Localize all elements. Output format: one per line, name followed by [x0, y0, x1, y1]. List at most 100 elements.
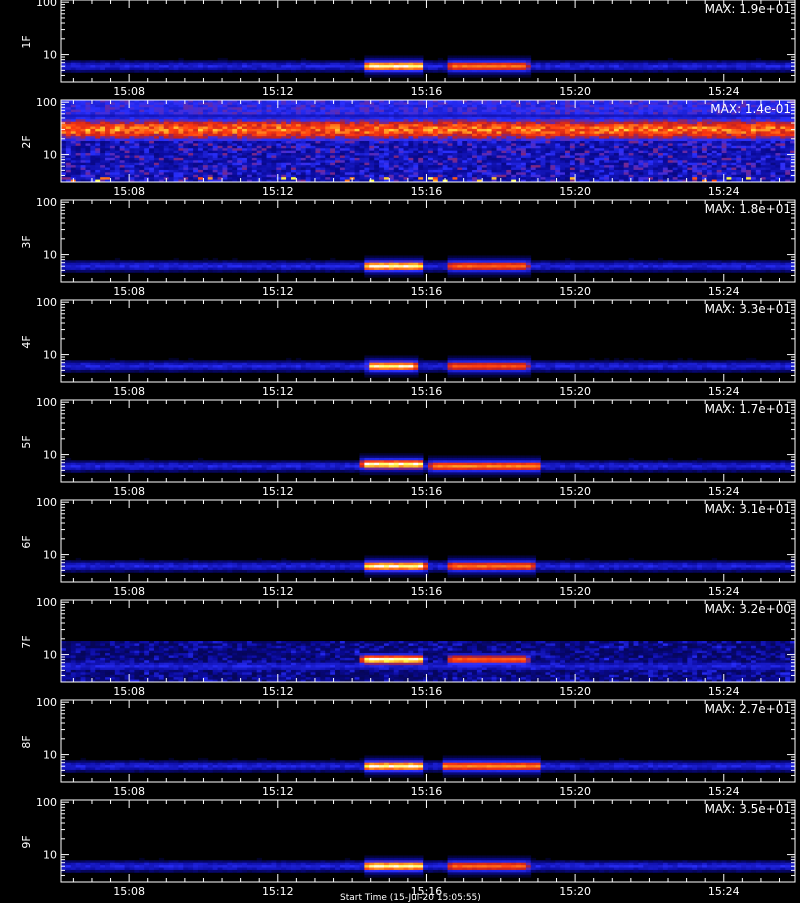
- heatmap-cell: [761, 60, 766, 63]
- heatmap-cell: [100, 177, 105, 180]
- heatmap-cell: [232, 136, 237, 139]
- heatmap-cell: [467, 114, 472, 117]
- heatmap-cell: [105, 65, 110, 68]
- heatmap-cell: [139, 172, 144, 175]
- heatmap-cell: [169, 153, 174, 156]
- heatmap-cell: [281, 165, 286, 168]
- heatmap-cell: [267, 155, 272, 158]
- heatmap-cell: [560, 146, 565, 149]
- heatmap-cell: [315, 175, 320, 178]
- heatmap-cell: [404, 151, 409, 154]
- heatmap-cell: [536, 68, 541, 71]
- heatmap-cell: [125, 60, 130, 63]
- heatmap-cell: [619, 119, 624, 122]
- heatmap-cell: [487, 158, 492, 161]
- heatmap-cell: [472, 148, 477, 151]
- heatmap-cell: [144, 153, 149, 156]
- heatmap-cell: [164, 148, 169, 151]
- heatmap-cell: [325, 114, 330, 117]
- heatmap-cell: [399, 175, 404, 178]
- heatmap-cell: [159, 158, 164, 161]
- heatmap-cell: [267, 60, 272, 63]
- heatmap-cell: [594, 136, 599, 139]
- heatmap-cell: [545, 160, 550, 163]
- heatmap-cell: [594, 172, 599, 175]
- heatmap-cell: [452, 60, 457, 63]
- heatmap-cell: [296, 168, 301, 171]
- heatmap-cell: [418, 122, 423, 125]
- heatmap-cell: [154, 146, 159, 149]
- heatmap-cell: [340, 177, 345, 180]
- heatmap-cell: [531, 122, 536, 125]
- heatmap-cell: [521, 153, 526, 156]
- heatmap-cell: [144, 131, 149, 134]
- heatmap-cell: [247, 153, 252, 156]
- heatmap-cell: [355, 160, 360, 163]
- heatmap-cell: [178, 60, 183, 63]
- heatmap-cell: [188, 165, 193, 168]
- heatmap-cell: [130, 112, 135, 115]
- heatmap-cell: [580, 70, 585, 73]
- heatmap-cell: [66, 129, 71, 132]
- heatmap-cell: [164, 158, 169, 161]
- heatmap-cell: [267, 168, 272, 171]
- heatmap-cell: [301, 122, 306, 125]
- heatmap-cell: [134, 127, 139, 130]
- heatmap-cell: [531, 65, 536, 68]
- heatmap-cell: [257, 163, 262, 166]
- heatmap-cell: [653, 65, 658, 68]
- heatmap-cell: [487, 153, 492, 156]
- heatmap-cell: [712, 68, 717, 71]
- heatmap-cell: [384, 114, 389, 117]
- heatmap-cell: [291, 102, 296, 105]
- heatmap-cell: [257, 105, 262, 108]
- heatmap-cell: [330, 129, 335, 132]
- heatmap-cell: [570, 117, 575, 120]
- heatmap-cell: [100, 165, 105, 168]
- heatmap-cell: [100, 170, 105, 173]
- heatmap-cell: [467, 163, 472, 166]
- heatmap-cell: [497, 68, 502, 71]
- heatmap-cell: [315, 143, 320, 146]
- heatmap-cell: [193, 112, 198, 115]
- heatmap-cell: [315, 155, 320, 158]
- heatmap-cell: [516, 114, 521, 117]
- heatmap-cell: [756, 65, 761, 68]
- heatmap-cell: [134, 70, 139, 73]
- heatmap-cell: [61, 143, 66, 146]
- heatmap-cell: [276, 63, 281, 66]
- heatmap-cell: [271, 139, 276, 142]
- heatmap-cell: [408, 148, 413, 151]
- heatmap-cell: [169, 143, 174, 146]
- heatmap-cell: [438, 146, 443, 149]
- heatmap-cell: [497, 148, 502, 151]
- heatmap-cell: [125, 70, 130, 73]
- heatmap-cell: [570, 163, 575, 166]
- heatmap-cell: [457, 60, 462, 63]
- heatmap-cell: [379, 155, 384, 158]
- heatmap-cell: [134, 170, 139, 173]
- heatmap-cell: [472, 110, 477, 113]
- heatmap-cell: [599, 124, 604, 127]
- heatmap-cell: [120, 124, 125, 127]
- heatmap-cell: [208, 119, 213, 122]
- heatmap-cell: [81, 177, 86, 180]
- heatmap-cell: [482, 110, 487, 113]
- heatmap-cell: [359, 141, 364, 144]
- heatmap-cell: [330, 63, 335, 66]
- heatmap-cell: [531, 105, 536, 108]
- heatmap-cell: [193, 146, 198, 149]
- heatmap-cell: [100, 134, 105, 137]
- heatmap-cell: [408, 136, 413, 139]
- heatmap-cell: [619, 177, 624, 180]
- heatmap-cell: [218, 163, 223, 166]
- heatmap-cell: [452, 136, 457, 139]
- heatmap-cell: [100, 168, 105, 171]
- heatmap-cell: [222, 129, 227, 132]
- heatmap-cell: [589, 155, 594, 158]
- heatmap-cell: [614, 124, 619, 127]
- heatmap-cell: [115, 105, 120, 108]
- heatmap-cell: [61, 131, 66, 134]
- heatmap-cell: [364, 107, 369, 110]
- heatmap-cell: [585, 117, 590, 120]
